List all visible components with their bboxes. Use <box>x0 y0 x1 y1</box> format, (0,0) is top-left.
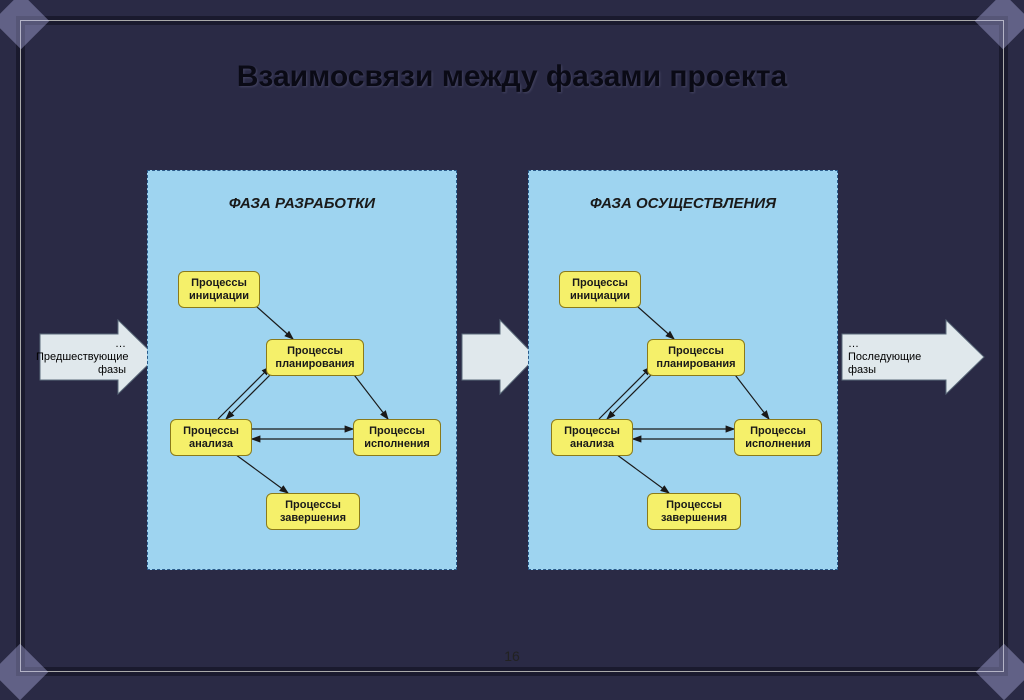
phase-title: ФАЗА ОСУЩЕСТВЛЕНИЯ <box>529 195 837 212</box>
process-node-close: Процессызавершения <box>647 493 741 530</box>
process-node-init: Процессыинициации <box>559 271 641 308</box>
prev-phase-arrow: …Предшествующиефазы <box>38 318 158 396</box>
phase-box: ФАЗА РАЗРАБОТКИПроцессыинициацииПроцессы… <box>147 170 457 570</box>
process-node-plan: Процессыпланирования <box>647 339 745 376</box>
diagram: …Предшествующиефазы …Последующиефазы ФАЗ… <box>0 170 1024 600</box>
process-node-exec: Процессыисполнения <box>353 419 441 456</box>
slide-title: Взаимосвязи между фазами проекта <box>0 60 1024 94</box>
page-number: 16 <box>0 648 1024 664</box>
prev-phase-label: …Предшествующиефазы <box>36 338 126 378</box>
phase-title: ФАЗА РАЗРАБОТКИ <box>148 195 456 212</box>
process-node-close: Процессызавершения <box>266 493 360 530</box>
next-phase-arrow: …Последующиефазы <box>840 318 986 396</box>
middle-arrow <box>460 318 538 396</box>
process-node-plan: Процессыпланирования <box>266 339 364 376</box>
phase-box: ФАЗА ОСУЩЕСТВЛЕНИЯПроцессыинициацииПроце… <box>528 170 838 570</box>
process-node-anal: Процессыанализа <box>551 419 633 456</box>
next-phase-label: …Последующиефазы <box>848 338 938 378</box>
process-node-init: Процессыинициации <box>178 271 260 308</box>
process-node-exec: Процессыисполнения <box>734 419 822 456</box>
process-node-anal: Процессыанализа <box>170 419 252 456</box>
